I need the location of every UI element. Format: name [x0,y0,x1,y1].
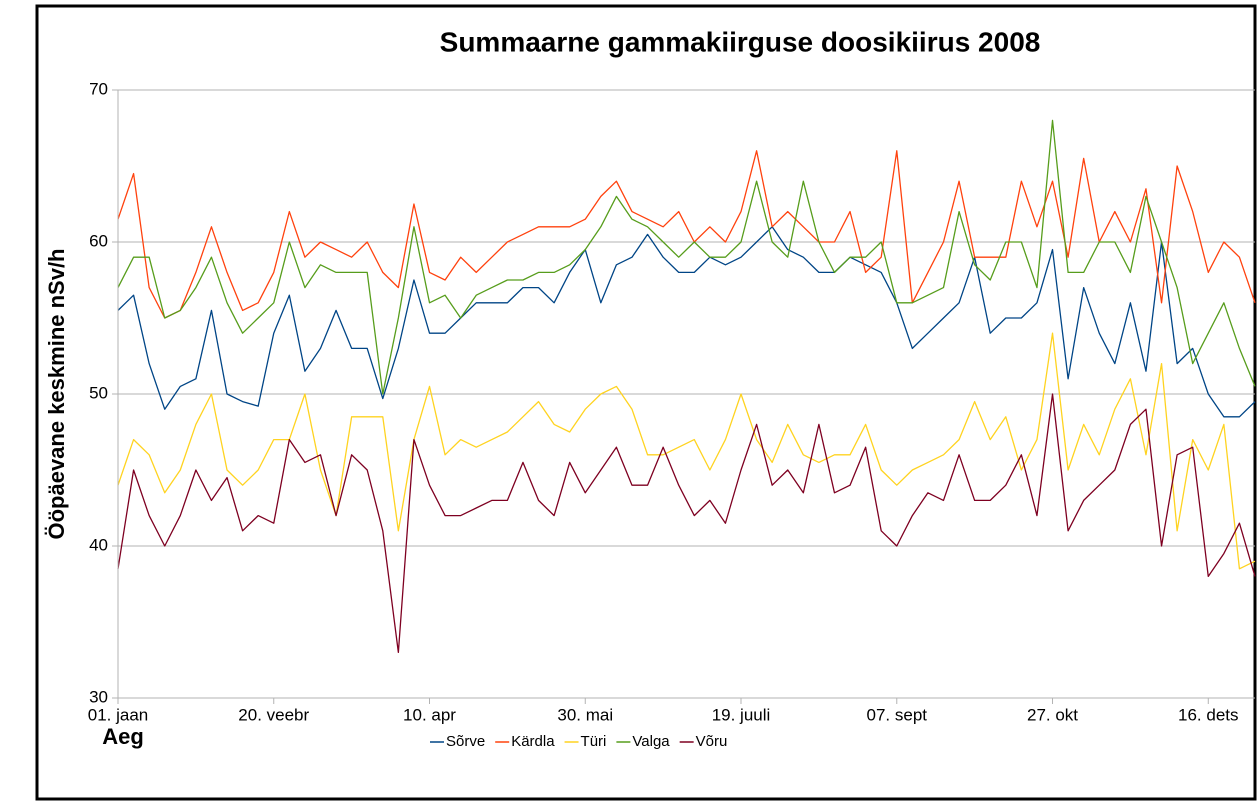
legend-label: Kärdla [511,733,555,750]
x-tick-label: 16. dets [1178,705,1239,724]
x-tick-label: 01. jaan [88,705,149,724]
legend: Sõrve Kärdla Türi Valga Võru [430,733,727,750]
x-tick-label: 30. mai [557,705,613,724]
legend-label: Võru [696,733,728,750]
y-axis-label: Ööpäevane keskmine nSv/h [44,248,69,539]
legend-label: Sõrve [446,733,485,750]
legend-label: Türi [581,733,607,750]
y-tick-label: 30 [89,687,108,706]
series-line [117,393,1256,654]
series-line [117,226,1256,418]
plot-lines [117,119,1256,654]
y-tick-label: 40 [89,535,108,554]
chart-frame [35,4,1257,801]
x-tick-label: 10. apr [403,705,456,724]
y-tick-label: 50 [89,383,108,402]
x-tick-label: 27. okt [1027,705,1078,724]
x-tick-label: 07. sept [867,705,928,724]
legend-label: Valga [632,733,670,750]
x-tick-label: 20. veebr [238,705,309,724]
y-tick-label: 60 [89,231,108,250]
axes: 30 40 50 60 70 01. jaan 20. veebr 10. apr 30. ma… [88,79,1255,724]
series-line [117,119,1256,395]
y-tick-label: 70 [89,79,108,98]
series-line [117,332,1256,570]
x-tick-label: 19. juuli [712,705,771,724]
chart-title: Summaarne gammakiirguse doosikiirus 2008 [440,26,1041,57]
x-axis-label: Aeg [102,724,144,749]
